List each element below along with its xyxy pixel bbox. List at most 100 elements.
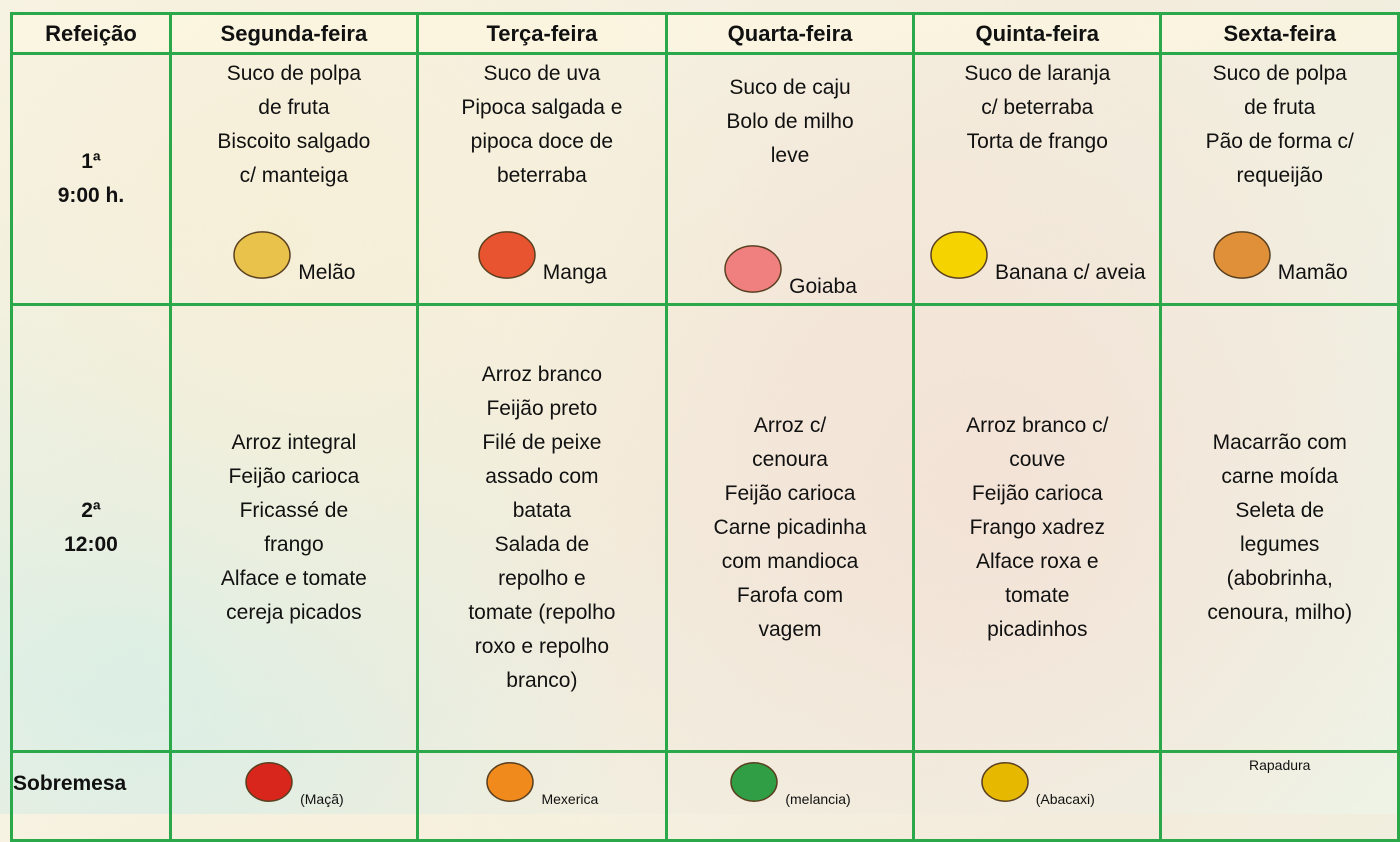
cell-content: (Abacaxi) <box>915 753 1159 811</box>
menu-item: Biscoito salgado <box>217 130 371 153</box>
menu-cell: Macarrão com carne moída Seleta de legumes (… <box>1159 303 1400 753</box>
fruit-icon <box>980 762 1029 802</box>
cell-content: Suco de polpa de fruta Pão de forma c/requ… <box>1162 55 1397 289</box>
cell-content: Suco de polpa de fruta Biscoito salgado c/ … <box>172 55 416 289</box>
header-cell: Terça-feira <box>415 12 668 55</box>
menu: Refeição Segunda-feira Terça-feira Quarta-f… <box>10 12 1400 842</box>
menu-item: repolho e <box>498 567 586 590</box>
menu-item: Macarrão com <box>1212 431 1347 454</box>
cell-content: Arroz branco Feijão preto Filé de peixe ass… <box>419 358 665 698</box>
menu-table: Refeição Segunda-feira Terça-feira Quarta-f… <box>10 12 1400 842</box>
menu-cell: (Maçã) <box>168 750 419 842</box>
cell-content: Mexerica <box>419 753 665 811</box>
fruit: Mexerica <box>419 757 665 811</box>
cell-content: Arroz branco c/couve Feijão carioca Frango… <box>915 409 1159 647</box>
menu-item: cenoura, milho) <box>1207 601 1353 624</box>
menu-item: pipoca doce de <box>470 130 614 153</box>
menu-item: Suco de laranja <box>964 62 1111 85</box>
cell-content: Suco de laranja c/ beterraba Torta de fran… <box>915 55 1159 289</box>
header-cell: Quarta-feira <box>664 12 916 55</box>
fruit: Goiaba <box>668 239 912 303</box>
menu-item: (abobrinha, <box>1226 567 1333 590</box>
fruit-label: Goiaba <box>789 275 857 298</box>
cell-content: Suco de uva Pipoca salgada e pipoca doce d… <box>419 55 665 289</box>
fruit-icon <box>930 231 988 279</box>
fruit-icon <box>730 762 779 802</box>
cell-content: Rapadura <box>1162 753 1397 777</box>
meal-label: 2ª <box>81 499 101 522</box>
menu-row: 1ª 9:00 h. Suco de polpa de fruta Biscoito s… <box>10 52 1400 306</box>
menu-item: cereja picados <box>226 601 362 624</box>
menu-cell: Rapadura <box>1159 750 1400 842</box>
menu-item: Bolo de milho <box>726 110 854 133</box>
menu-item: Suco de uva <box>483 62 601 85</box>
header-cell: Quinta-feira <box>912 12 1163 55</box>
meal-label: 12:00 <box>64 533 118 556</box>
meal-cell: 1ª 9:00 h. <box>10 52 172 306</box>
menu-cell: (melancia) <box>664 750 916 842</box>
cell-content: Suco de caju Bolo de milho leve Goiaba <box>668 55 912 303</box>
menu-item: Arroz integral <box>231 431 357 454</box>
menu-item: Pão de forma c/ <box>1205 130 1354 153</box>
menu-item: tomate (repolho <box>468 601 616 624</box>
fruit: Manga <box>419 225 665 289</box>
menu-cell: Suco de polpa de fruta Biscoito salgado c/ … <box>168 52 419 306</box>
menu-item: Filé de peixe <box>482 431 602 454</box>
menu-cell: Suco de caju Bolo de milho leve Goiaba <box>664 52 916 306</box>
header-cell: Segunda-feira <box>168 12 419 55</box>
menu-cell: Mexerica <box>415 750 668 842</box>
menu-item: Fricassé de <box>239 499 349 522</box>
menu-item: assado com <box>485 465 599 488</box>
menu-item: Feijão carioca <box>228 465 360 488</box>
fruit-label: (Maçã) <box>300 791 344 807</box>
fruit: Rapadura <box>1162 757 1397 777</box>
meal-cell: Sobremesa <box>10 750 172 842</box>
meal-cell: 2ª 12:00 <box>10 303 172 753</box>
fruit-icon <box>478 231 536 279</box>
menu-item: Torta de frango <box>966 130 1108 153</box>
meal-label: 1ª <box>81 150 101 173</box>
menu-item: Arroz branco <box>481 363 602 386</box>
menu-cell: Arroz integral Feijão carioca Fricassé de f… <box>168 303 419 753</box>
cell-content: Arroz c/cenoura Feijão carioca Carne picad… <box>668 409 912 647</box>
menu-item: frango <box>264 533 324 556</box>
menu-item: c/ manteiga <box>239 164 349 187</box>
fruit-label: Melão <box>298 261 356 284</box>
fruit-label: Mexerica <box>541 791 599 807</box>
menu-item: Suco de polpa <box>1212 62 1347 85</box>
header-row: Refeição Segunda-feira Terça-feira Quarta-f… <box>10 12 1400 55</box>
menu-item: Arroz branco c/ <box>966 414 1109 437</box>
menu-row: 2ª 12:00 Arroz integral Feijão carioca Frica… <box>10 303 1400 753</box>
menu-cell: (Abacaxi) <box>912 750 1163 842</box>
fruit-icon <box>233 231 292 279</box>
fruit: Mamão <box>1162 225 1397 289</box>
menu-item: couve <box>1009 448 1066 471</box>
header-cell: Sexta-feira <box>1159 12 1400 55</box>
menu-item: Feijão carioca <box>724 482 856 505</box>
menu-item: Arroz c/ <box>753 414 827 437</box>
fruit-icon <box>1212 231 1271 279</box>
menu-item: Suco de polpa <box>226 62 362 85</box>
menu-item: roxo e repolho <box>474 635 610 658</box>
menu-item: beterraba <box>496 164 587 187</box>
fruit-label: Manga <box>542 261 607 284</box>
menu-item: com mandioca <box>721 550 859 573</box>
fruit-icon <box>724 245 782 293</box>
menu-item: Salada de <box>494 533 590 556</box>
menu-item: Feijão carioca <box>971 482 1103 505</box>
header-cell: Refeição <box>10 12 172 55</box>
menu-item: c/ beterraba <box>981 96 1094 119</box>
cell-content: Macarrão com carne moída Seleta de legumes (… <box>1162 426 1397 630</box>
menu-item: vagem <box>758 618 822 641</box>
menu-cell: Arroz branco c/couve Feijão carioca Frango… <box>912 303 1163 753</box>
menu-cell: Suco de polpa de fruta Pão de forma c/requ… <box>1159 52 1400 306</box>
menu-item: cenoura <box>752 448 828 471</box>
menu-cell: Suco de laranja c/ beterraba Torta de fran… <box>912 52 1163 306</box>
fruit-icon <box>486 762 535 802</box>
fruit: Banana c/ aveia <box>915 225 1159 289</box>
menu-item: Pipoca salgada e <box>461 96 623 119</box>
menu-item: de fruta <box>258 96 330 119</box>
fruit: Melão <box>172 225 416 289</box>
menu-item: Feijão preto <box>486 397 598 420</box>
